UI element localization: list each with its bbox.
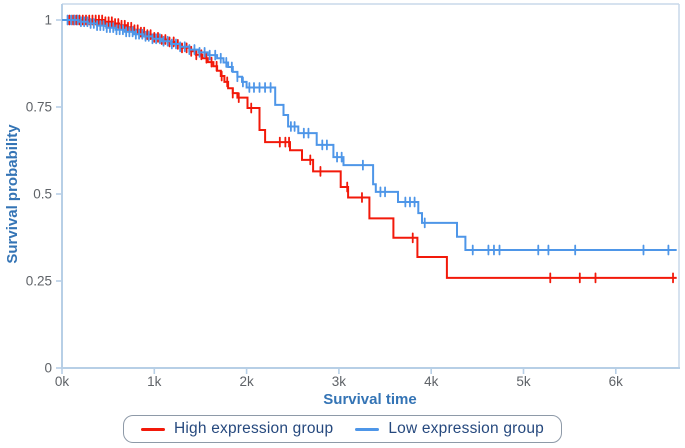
survival-curves (62, 14, 677, 284)
survival-curve-high (62, 19, 677, 279)
axis-ticks: 0k 1k 2k 3k 4k 5k 6k 0 0.25 0.5 0.75 1 (26, 13, 623, 390)
y-tick-label: 0 (44, 361, 52, 376)
x-tick-label: 2k (239, 374, 254, 389)
legend-item-low-expression: Low expression group (355, 420, 544, 438)
legend-box: High expression group Low expression gro… (123, 415, 562, 443)
y-tick-label: 0.25 (26, 274, 52, 289)
plot-panel (61, 3, 680, 369)
legend-item-high-expression: High expression group (141, 420, 333, 438)
x-tick-label: 3k (332, 374, 347, 389)
x-tick-label: 5k (516, 374, 531, 389)
legend-label-low: Low expression group (388, 420, 544, 437)
y-tick-label: 1 (44, 13, 52, 28)
legend: High expression group Low expression gro… (0, 415, 685, 443)
high-expression-line-swatch (141, 427, 166, 431)
survival-plot-canvas: 0k 1k 2k 3k 4k 5k 6k 0 0.25 0.5 0.75 1 Survival tim… (4, 3, 680, 408)
y-axis-title: Survival probability (4, 124, 21, 264)
x-tick-label: 4k (424, 374, 439, 389)
x-tick-label: 1k (147, 374, 162, 389)
x-axis-title: Survival time (323, 391, 416, 408)
x-tick-label: 0k (55, 374, 70, 389)
y-tick-label: 0.5 (33, 187, 52, 202)
legend-label-high: High expression group (174, 420, 334, 437)
y-tick-label: 0.75 (26, 100, 52, 115)
x-tick-label: 6k (609, 374, 624, 389)
low-expression-line-swatch (355, 427, 380, 431)
